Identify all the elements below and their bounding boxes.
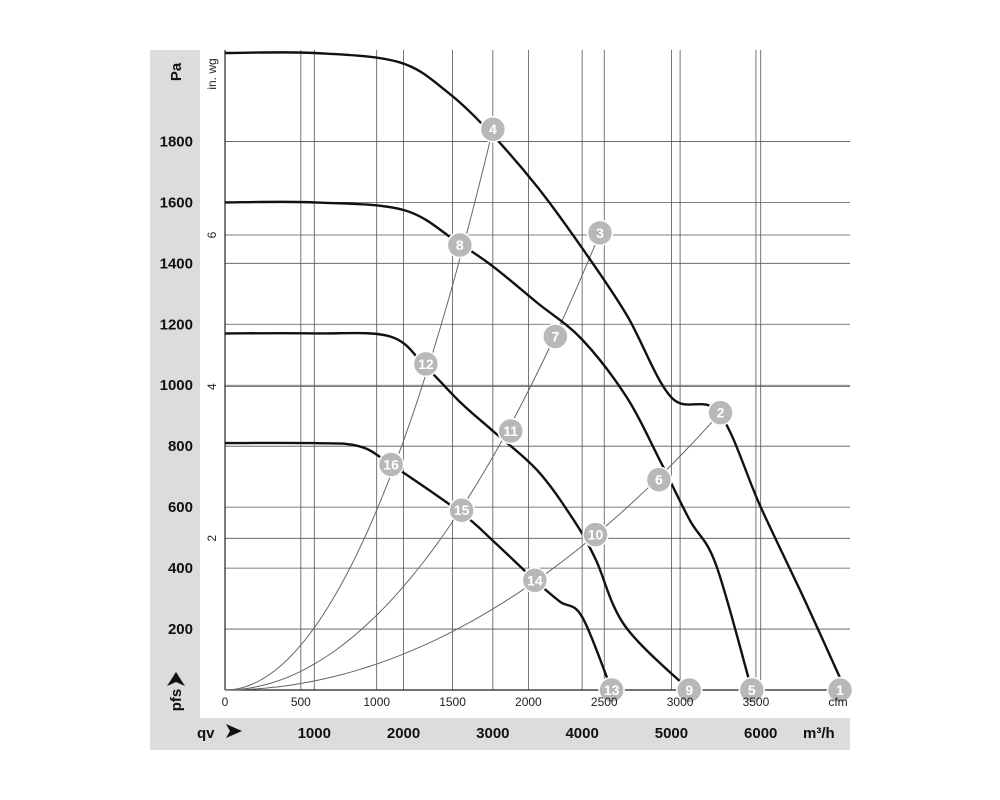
operating-point-5: 5 bbox=[738, 676, 766, 704]
operating-point-6: 6 bbox=[645, 466, 673, 493]
pressure-symbol-label: pfs bbox=[168, 689, 185, 712]
operating-point-label: 14 bbox=[527, 572, 543, 588]
cfm-tick-label: 1000 bbox=[363, 695, 390, 709]
operating-point-label: 2 bbox=[717, 405, 725, 421]
pressure-axis-title: Pa bbox=[168, 62, 185, 81]
operating-point-15: 15 bbox=[448, 496, 475, 524]
pressure-tick-label: 1000 bbox=[160, 377, 193, 394]
pressure-tick-label: 800 bbox=[168, 438, 193, 455]
fan-curve-1 bbox=[224, 51, 847, 691]
operating-point-10: 10 bbox=[582, 521, 609, 548]
cfm-tick-label: 3500 bbox=[743, 695, 770, 709]
pressure-tick-label: 600 bbox=[168, 499, 193, 516]
pressure-tick-label: 1800 bbox=[160, 133, 193, 150]
operating-point-circle bbox=[377, 451, 405, 478]
inwg-tick-label: 6 bbox=[205, 231, 219, 238]
flow-tick-label: 6000 bbox=[744, 725, 777, 742]
inwg-tick-label: 4 bbox=[205, 383, 219, 390]
operating-point-circle bbox=[676, 676, 703, 704]
flow-tick-label: 5000 bbox=[655, 725, 688, 742]
operating-point-circle bbox=[446, 231, 474, 259]
operating-point-circle bbox=[738, 676, 766, 704]
operating-point-label: 9 bbox=[685, 682, 693, 698]
flow-axis-secondary-unit: cfm bbox=[828, 695, 847, 709]
operating-point-circle bbox=[412, 350, 440, 378]
axis-labels: 200 400 600 800 1000 1200 1400 1600 1800 2 4 6 1000 2… bbox=[160, 133, 778, 742]
cfm-tick-label: 1500 bbox=[439, 695, 466, 709]
pressure-tick-label: 1200 bbox=[160, 316, 193, 333]
cfm-tick-label: 3000 bbox=[667, 695, 694, 709]
operating-point-label: 15 bbox=[454, 502, 470, 518]
operating-point-4: 4 bbox=[479, 115, 507, 143]
operating-point-circle bbox=[707, 399, 734, 426]
cfm-tick-label: 2000 bbox=[515, 695, 542, 709]
operating-point-label: 12 bbox=[418, 356, 434, 372]
operating-point-3: 3 bbox=[586, 219, 614, 247]
operating-point-circle bbox=[582, 521, 609, 548]
system-curve-1 bbox=[224, 412, 721, 691]
operating-point-label: 13 bbox=[604, 682, 620, 698]
pressure-axis-secondary-unit: in. wg bbox=[205, 58, 219, 89]
bottom-axis-panel bbox=[150, 718, 850, 750]
operating-point-label: 6 bbox=[655, 472, 663, 488]
pressure-tick-label: 1400 bbox=[160, 255, 193, 272]
operating-point-label: 11 bbox=[503, 423, 518, 439]
operating-point-circle bbox=[521, 567, 549, 594]
operating-point-label: 1 bbox=[836, 682, 844, 698]
operating-point-12: 12 bbox=[412, 350, 440, 378]
cfm-tick-label: 0 bbox=[222, 695, 229, 709]
flow-axis-symbol: qv bbox=[197, 725, 215, 742]
operating-point-label: 8 bbox=[456, 237, 464, 253]
flow-arrow-icon bbox=[226, 724, 242, 738]
system-curves bbox=[224, 129, 721, 691]
grid bbox=[224, 50, 850, 691]
operating-point-label: 7 bbox=[551, 328, 559, 344]
operating-point-label: 3 bbox=[596, 225, 604, 241]
operating-point-7: 7 bbox=[542, 323, 569, 350]
operating-point-9: 9 bbox=[676, 676, 703, 704]
pressure-tick-label: 400 bbox=[168, 560, 193, 577]
operating-point-circle bbox=[586, 219, 614, 247]
cfm-tick-label: 500 bbox=[291, 695, 311, 709]
pressure-tick-label: 200 bbox=[168, 621, 193, 638]
operating-point-label: 16 bbox=[383, 456, 399, 472]
fan-curve-4 bbox=[224, 441, 613, 691]
operating-point-circle bbox=[479, 115, 507, 143]
system-curve-2 bbox=[224, 232, 601, 691]
cfm-tick-label: 2500 bbox=[591, 695, 618, 709]
left-axis-panel bbox=[150, 50, 200, 718]
operating-point-circle bbox=[645, 466, 673, 493]
inwg-tick-label: 2 bbox=[205, 535, 219, 542]
operating-point-circle bbox=[497, 417, 524, 445]
operating-point-label: 10 bbox=[588, 527, 604, 543]
fan-curve-3 bbox=[224, 331, 691, 691]
flow-axis-unit: m³/h bbox=[803, 725, 835, 742]
operating-point-circle bbox=[542, 323, 569, 350]
operating-point-label: 5 bbox=[748, 682, 756, 698]
operating-point-circle bbox=[826, 676, 854, 704]
operating-point-8: 8 bbox=[446, 231, 474, 259]
operating-point-13: 13 bbox=[598, 676, 625, 704]
pressure-tick-label: 1600 bbox=[160, 194, 193, 211]
flow-tick-label: 1000 bbox=[298, 725, 331, 742]
operating-point-label: 4 bbox=[489, 121, 497, 137]
operating-point-14: 14 bbox=[521, 567, 549, 594]
operating-point-1: 1 bbox=[826, 676, 854, 704]
operating-point-16: 16 bbox=[377, 451, 405, 478]
operating-point-circle bbox=[598, 676, 625, 704]
system-curve-3 bbox=[224, 129, 494, 691]
flow-tick-label: 2000 bbox=[387, 725, 420, 742]
flow-tick-label: 4000 bbox=[565, 725, 598, 742]
fan-curves bbox=[224, 51, 847, 691]
fan-curve-2 bbox=[224, 200, 753, 691]
operating-point-circle bbox=[448, 496, 475, 524]
pressure-arrow-icon bbox=[167, 672, 185, 686]
operating-point-11: 11 bbox=[497, 417, 524, 445]
operating-point-2: 2 bbox=[707, 399, 734, 426]
flow-tick-label: 3000 bbox=[476, 725, 509, 742]
